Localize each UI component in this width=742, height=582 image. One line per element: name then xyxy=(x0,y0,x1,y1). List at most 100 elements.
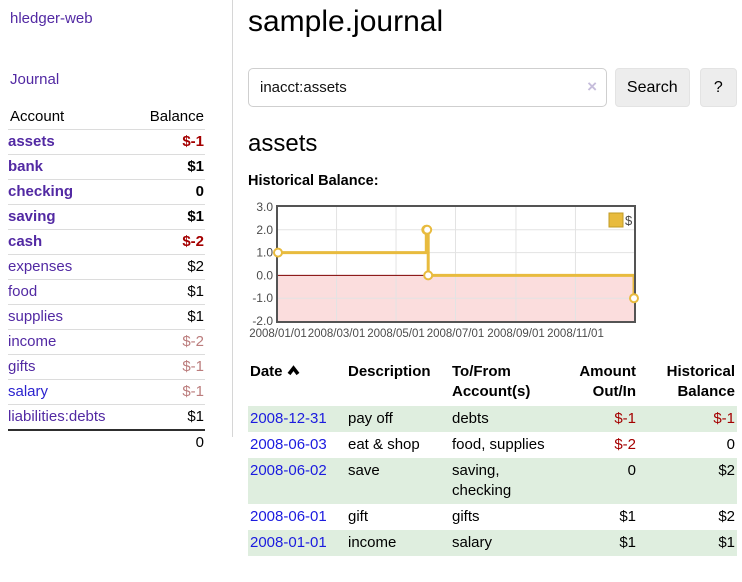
account-row: cash $-2 xyxy=(8,229,205,255)
chart-data-point xyxy=(422,224,433,235)
register-header-date[interactable]: Date xyxy=(248,358,346,406)
register-row: 2008-06-02 save saving, checking 0 $2 xyxy=(248,458,737,504)
chart-y-tick-label: 1.0 xyxy=(256,246,273,260)
account-row: food $1 xyxy=(8,279,205,305)
transaction-date-link[interactable]: 2008-06-03 xyxy=(250,436,327,453)
account-row: salary $-1 xyxy=(8,379,205,405)
register-row: 2008-12-31 pay off debts $-1 $-1 xyxy=(248,406,737,432)
account-link[interactable]: liabilities:debts xyxy=(8,408,106,425)
main-content: sample.journal × Search ? assets Histori… xyxy=(248,0,737,556)
accounts-total-spacer xyxy=(8,429,133,455)
chart-label: Historical Balance: xyxy=(248,173,379,189)
transaction-balance: $2 xyxy=(718,508,735,525)
account-balance: $-2 xyxy=(132,229,205,255)
account-link[interactable]: checking xyxy=(8,183,74,200)
chart-data-point xyxy=(423,270,434,281)
chart-legend-label: $ xyxy=(625,213,633,228)
register-table-body: 2008-12-31 pay off debts $-1 $-1 2008-06-03 ea… xyxy=(248,406,737,556)
transaction-accounts: salary xyxy=(452,534,493,551)
register-row: 2008-01-01 income salary $1 $1 xyxy=(248,530,737,556)
account-row: expenses $2 xyxy=(8,254,205,280)
transaction-date-link[interactable]: 2008-06-02 xyxy=(250,462,327,479)
clear-search-icon[interactable]: × xyxy=(587,77,597,96)
chart-x-tick-label: 2008/03/01 xyxy=(308,328,366,340)
chart-y-tick-label: 3.0 xyxy=(256,200,273,214)
help-button[interactable]: ? xyxy=(699,68,737,107)
account-balance: $1 xyxy=(132,404,205,430)
account-link[interactable]: food xyxy=(8,283,38,300)
accounts-total-value: 0 xyxy=(132,429,205,455)
account-row: supplies $1 xyxy=(8,304,205,330)
register-header-date-label: Date xyxy=(250,363,283,380)
chart-border xyxy=(276,205,636,323)
transaction-amount: $1 xyxy=(619,508,636,525)
register-header-amount: Amount Out/In xyxy=(579,363,636,400)
register-row: 2008-06-01 gift gifts $1 $2 xyxy=(248,504,737,530)
account-row: income $-2 xyxy=(8,329,205,355)
account-row: saving $1 xyxy=(8,204,205,230)
register-header-description: Description xyxy=(348,363,431,380)
accounts-total-row: 0 xyxy=(8,429,205,455)
app-title-link[interactable]: hledger-web xyxy=(10,10,93,27)
account-row: bank $1 xyxy=(8,154,205,180)
account-link[interactable]: bank xyxy=(8,158,44,175)
transaction-date-link[interactable]: 2008-06-01 xyxy=(250,508,327,525)
chart-x-tick-label: 2008/11/01 xyxy=(547,328,604,340)
account-balance: $1 xyxy=(132,304,205,330)
account-link[interactable]: supplies xyxy=(8,308,64,325)
chart-x-tick-label: 2008/09/01 xyxy=(487,328,545,340)
account-link[interactable]: assets xyxy=(8,133,55,150)
transaction-balance: $-1 xyxy=(713,410,735,427)
accounts-table-body: assets $-1 bank $1 checking 0 saving $1 cash $-2 e… xyxy=(8,129,205,430)
account-row: gifts $-1 xyxy=(8,354,205,380)
transaction-date-link[interactable]: 2008-12-31 xyxy=(250,410,327,427)
transaction-description: save xyxy=(348,462,380,479)
account-balance: $-1 xyxy=(132,354,205,380)
transaction-amount: $-2 xyxy=(614,436,636,453)
transaction-description: income xyxy=(348,534,397,551)
account-link[interactable]: cash xyxy=(8,233,43,250)
account-balance: $2 xyxy=(132,254,205,280)
chart-x-tick-label: 2008/07/01 xyxy=(427,328,485,340)
transaction-description: gift xyxy=(348,508,369,525)
register-header-balance: Historical Balance xyxy=(666,363,735,400)
search-button[interactable]: Search xyxy=(615,68,690,107)
transaction-accounts: debts xyxy=(452,410,489,427)
sidebar-divider xyxy=(232,0,233,437)
accounts-table: Account Balance assets $-1 bank $1 checking 0… xyxy=(8,105,205,455)
transaction-date-link[interactable]: 2008-01-01 xyxy=(250,534,327,551)
register-header-accounts: To/From Account(s) xyxy=(452,363,531,400)
register-row: 2008-06-03 eat & shop food, supplies $-2 0 xyxy=(248,432,737,458)
account-link[interactable]: gifts xyxy=(8,358,36,375)
transaction-amount: $1 xyxy=(619,534,636,551)
account-link[interactable]: expenses xyxy=(8,258,73,275)
account-balance: $1 xyxy=(132,204,205,230)
account-link[interactable]: income xyxy=(8,333,57,350)
account-row: checking 0 xyxy=(8,179,205,205)
page-title: sample.journal xyxy=(248,5,444,38)
register-header-row: Date Description To/From Account(s) Amou… xyxy=(248,358,737,406)
account-balance: $1 xyxy=(132,279,205,305)
transaction-accounts: gifts xyxy=(452,508,480,525)
account-page-title: assets xyxy=(248,130,318,157)
sidebar: hledger-web Journal Account Balance asse… xyxy=(0,0,232,455)
account-link[interactable]: saving xyxy=(8,208,56,225)
account-balance: 0 xyxy=(132,179,205,205)
sidebar-item-journal[interactable]: Journal xyxy=(10,71,60,88)
account-link[interactable]: salary xyxy=(8,383,49,400)
chart-x-tick-label: 2008/01/01 xyxy=(249,328,307,340)
accounts-header-row: Account Balance xyxy=(8,105,205,130)
register-table: Date Description To/From Account(s) Amou… xyxy=(248,358,737,556)
transaction-accounts: saving, checking xyxy=(452,462,512,499)
transaction-amount: $-1 xyxy=(614,410,636,427)
transaction-balance: 0 xyxy=(726,436,735,453)
transaction-amount: 0 xyxy=(627,462,636,479)
transaction-balance: $1 xyxy=(718,534,735,551)
account-balance: $-2 xyxy=(132,329,205,355)
account-balance: $-1 xyxy=(132,379,205,405)
account-row: liabilities:debts $1 xyxy=(8,404,205,430)
chart-x-tick-label: 2008/05/01 xyxy=(367,328,425,340)
search-input[interactable] xyxy=(248,68,607,107)
account-row: assets $-1 xyxy=(8,129,205,155)
